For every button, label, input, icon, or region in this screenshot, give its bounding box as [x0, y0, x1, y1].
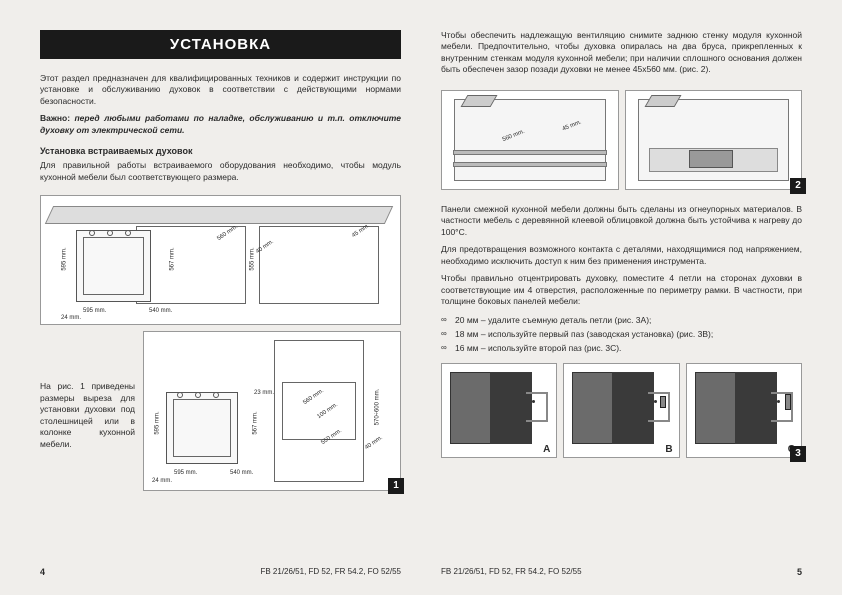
figure-2-row: 560 mm. 45 mm. 2: [441, 90, 802, 190]
model-line-right: FB 21/26/51, FD 52, FR 54.2, FO 52/55: [441, 567, 582, 577]
list-item-20mm: 20 мм – удалите съемную деталь петли (ри…: [441, 314, 802, 326]
figure-1-bottom: 595 mm. 567 mm. 23 mm. 595 mm. 540 mm. 2…: [143, 331, 401, 491]
intro-para: Этот раздел предназначен для квалифициро…: [40, 73, 401, 107]
dim-540b: 540 mm.: [230, 470, 253, 476]
page-left: УСТАНОВКА Этот раздел предназначен для к…: [40, 30, 421, 577]
dim-40b: 40 mm.: [364, 435, 384, 451]
fig3-label-a: A: [543, 444, 550, 455]
dim-595a: 595 mm.: [62, 248, 68, 271]
para-module-size: Для правильной работы встраиваемого обор…: [40, 160, 401, 183]
footer-left: 4 FB 21/26/51, FD 52, FR 54.2, FO 52/55: [40, 559, 401, 577]
figure-badge-3: 3: [790, 446, 806, 462]
subhead-install: Установка встраиваемых духовок: [40, 146, 401, 156]
figure-3b: B: [563, 363, 679, 458]
dim-595c: 595 mm.: [155, 412, 161, 435]
figure-3c: C: [686, 363, 802, 458]
figure-3a: A: [441, 363, 557, 458]
list-item-18mm: 18 мм – используйте первый паз (заводска…: [441, 328, 802, 340]
dim-595d: 595 mm.: [174, 470, 197, 476]
figure-3-row: A B C 3: [441, 363, 802, 458]
important-label: Важно:: [40, 113, 70, 123]
figure-badge-1: 1: [388, 478, 404, 494]
fig3-label-b: B: [665, 444, 672, 455]
figure-badge-2: 2: [790, 178, 806, 194]
para-fireproof: Панели смежной кухонной мебели должны бы…: [441, 204, 802, 238]
figure-1-bottom-wrap: На рис. 1 приведены размеры выреза для у…: [40, 331, 401, 491]
list-item-16mm: 16 мм – используйте второй паз (рис. 3C)…: [441, 342, 802, 354]
section-title: УСТАНОВКА: [40, 30, 401, 59]
figure-2a: 560 mm. 45 mm.: [441, 90, 619, 190]
dim-540: 540 mm.: [149, 308, 172, 314]
model-line-left: FB 21/26/51, FD 52, FR 54.2, FO 52/55: [260, 567, 401, 577]
figure-1-caption: На рис. 1 приведены размеры выреза для у…: [40, 331, 135, 491]
dim-24b: 24 mm.: [152, 478, 172, 484]
important-text: перед любыми работами по наладке, обслуж…: [40, 113, 401, 134]
para-ventilation: Чтобы обеспечить надлежащую вентиляцию с…: [441, 30, 802, 76]
dim-23: 23 mm.: [254, 390, 274, 396]
footer-right: FB 21/26/51, FD 52, FR 54.2, FO 52/55 5: [441, 559, 802, 577]
page-number-5: 5: [797, 567, 802, 577]
para-voltage: Для предотвращения возможного контакта с…: [441, 244, 802, 267]
dim-570: 570÷600 mm.: [374, 389, 380, 426]
dim-24a: 24 mm.: [61, 315, 81, 321]
dim-567b: 567 mm.: [253, 412, 259, 435]
figure-2b: [625, 90, 803, 190]
dim-595b: 595 mm.: [83, 308, 106, 314]
dim-567: 567 mm.: [170, 248, 176, 271]
page-number-4: 4: [40, 567, 45, 577]
page-right: Чтобы обеспечить надлежащую вентиляцию с…: [421, 30, 802, 577]
important-para: Важно: перед любыми работами по наладке,…: [40, 113, 401, 136]
para-centering: Чтобы правильно отцентрировать духовку, …: [441, 273, 802, 307]
figure-1-top: 595 mm. 567 mm. 555 mm. 595 mm. 540 mm. …: [40, 195, 401, 325]
